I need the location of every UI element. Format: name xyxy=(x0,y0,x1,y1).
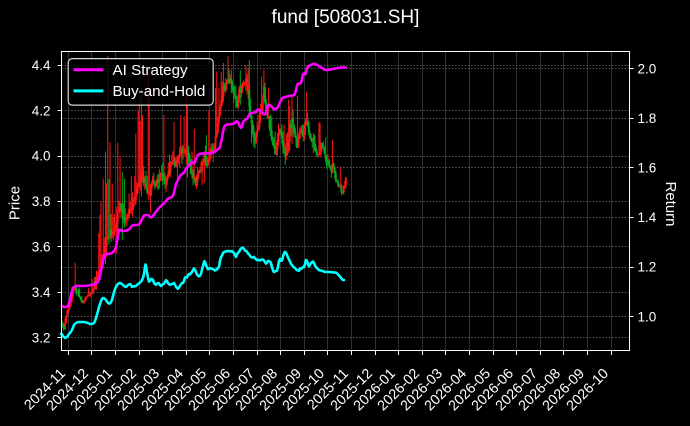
svg-text:3.2: 3.2 xyxy=(32,330,51,345)
svg-text:fund [508031.SH]: fund [508031.SH] xyxy=(272,7,420,28)
svg-text:3.6: 3.6 xyxy=(32,240,51,255)
svg-text:1.6: 1.6 xyxy=(638,161,657,176)
svg-text:Return: Return xyxy=(662,181,679,226)
svg-text:1.4: 1.4 xyxy=(638,210,657,225)
svg-text:4.2: 4.2 xyxy=(32,103,51,118)
svg-text:Price: Price xyxy=(7,186,24,220)
svg-text:3.8: 3.8 xyxy=(32,194,51,209)
svg-text:3.4: 3.4 xyxy=(32,285,51,300)
svg-text:Buy-and-Hold: Buy-and-Hold xyxy=(113,83,206,100)
svg-text:4.0: 4.0 xyxy=(32,149,51,164)
svg-text:1.2: 1.2 xyxy=(638,260,657,275)
svg-text:4.4: 4.4 xyxy=(32,58,51,73)
svg-text:1.8: 1.8 xyxy=(638,111,657,126)
svg-text:2.0: 2.0 xyxy=(638,61,657,76)
svg-text:AI Strategy: AI Strategy xyxy=(113,62,189,79)
svg-text:1.0: 1.0 xyxy=(638,309,657,324)
